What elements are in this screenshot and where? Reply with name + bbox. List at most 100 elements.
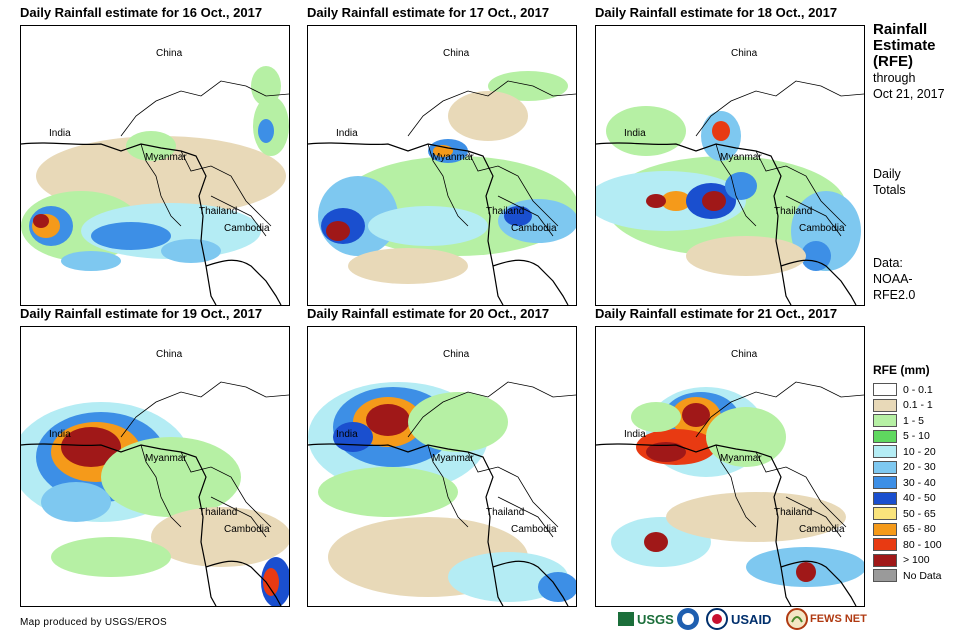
legend-label: 30 - 40 (903, 476, 936, 489)
place-label-myanmar: Myanmar (145, 152, 187, 163)
rainfall-area (686, 236, 806, 276)
rainfall-map: China India Myanmar Thailand Cambodia (595, 326, 865, 607)
place-label-india: India (49, 128, 71, 139)
rainfall-area (408, 392, 508, 452)
country-border (427, 444, 469, 528)
heading-line-3: (RFE) (873, 53, 913, 70)
country-border (755, 451, 847, 528)
coastline (205, 259, 282, 305)
legend-label: 1 - 5 (903, 414, 925, 427)
legend-swatch (873, 445, 897, 459)
place-label-china: China (156, 349, 183, 360)
noaa-logo (676, 606, 700, 632)
coastline (780, 259, 857, 305)
rainfall-area (646, 194, 666, 208)
legend-swatch (873, 460, 897, 474)
panel-title: Daily Rainfall estimate for 16 Oct., 201… (20, 5, 263, 20)
place-label-cambodia: Cambodia (799, 524, 845, 535)
coastline (21, 142, 217, 305)
country-border (407, 381, 576, 438)
legend-label: 20 - 30 (903, 461, 936, 474)
fewsnet-logo: FEWS NET (786, 606, 867, 632)
place-label-thailand: Thailand (774, 507, 813, 518)
map-canvas (308, 381, 576, 606)
coastline (308, 443, 504, 606)
country-border (210, 195, 267, 237)
place-label-cambodia: Cambodia (799, 223, 845, 234)
legend-swatch (873, 414, 897, 428)
noaa-icon (677, 608, 699, 630)
usaid-logo-text: USAID (731, 611, 772, 627)
legend-label: 65 - 80 (903, 523, 936, 536)
data-source: Data: NOAA- RFE2.0 (873, 255, 915, 303)
country-border (180, 451, 272, 528)
place-label-thailand: Thailand (486, 507, 525, 518)
data-label: Data: (873, 256, 903, 270)
panel-title: Daily Rainfall estimate for 18 Oct., 201… (595, 5, 838, 20)
country-border (407, 80, 576, 137)
country-border (497, 496, 554, 538)
place-label-india: India (336, 128, 358, 139)
place-label-myanmar: Myanmar (720, 152, 762, 163)
country-border (120, 80, 289, 137)
place-label-china: China (731, 349, 758, 360)
rainfall-area (725, 172, 757, 200)
coastline (21, 443, 217, 606)
rainfall-area (51, 537, 171, 577)
coastline (205, 560, 282, 606)
rainfall-area (448, 552, 568, 602)
rainfall-map: China India Myanmar Thailand Cambodia (20, 326, 290, 607)
legend-item: 30 - 40 (873, 475, 942, 491)
place-label-india: India (336, 429, 358, 440)
panel-title: Daily Rainfall estimate for 19 Oct., 201… (20, 306, 263, 321)
rainfall-map: China India Myanmar Thailand Cambodia (307, 326, 577, 607)
legend-item: 1 - 5 (873, 413, 942, 429)
rainfall-area (348, 248, 468, 284)
rainfall-area (712, 121, 730, 141)
country-border (715, 444, 757, 528)
rainfall-area (318, 467, 458, 517)
country-border (785, 496, 842, 538)
legend-swatch (873, 383, 897, 397)
country-border (467, 150, 559, 227)
legend-item: 0.1 - 1 (873, 398, 942, 414)
rainfall-area (631, 402, 681, 432)
legend-item: > 100 (873, 553, 942, 569)
rainfall-map: China India Myanmar Thailand Cambodia (307, 25, 577, 306)
rainfall-area (702, 191, 726, 211)
legend-item: 65 - 80 (873, 522, 942, 538)
place-label-myanmar: Myanmar (432, 152, 474, 163)
legend-item: 50 - 65 (873, 506, 942, 522)
legend-swatch (873, 398, 897, 412)
legend-swatch (873, 429, 897, 443)
place-label-cambodia: Cambodia (511, 223, 557, 234)
rainfall-map: China India Myanmar Thailand Cambodia (20, 25, 290, 306)
rainfall-area (801, 241, 831, 271)
rainfall-area (606, 106, 686, 156)
fewsnet-icon (786, 608, 808, 630)
rainfall-area (368, 206, 488, 246)
country-border (120, 381, 289, 438)
rainfall-area (33, 214, 49, 228)
through-text: through (873, 71, 916, 85)
legend: 0 - 0.1 0.1 - 1 1 - 5 5 - 10 10 - 20 20 - 30 3… (873, 382, 942, 584)
coastline (780, 560, 857, 606)
place-label-china: China (443, 349, 470, 360)
place-label-china: China (443, 48, 470, 59)
place-label-thailand: Thailand (199, 206, 238, 217)
legend-label: 0 - 0.1 (903, 383, 933, 396)
heading-line-1: Rainfall (873, 21, 928, 38)
country-border (755, 150, 847, 227)
legend-label: 80 - 100 (903, 538, 942, 551)
place-label-myanmar: Myanmar (432, 453, 474, 464)
coastline (596, 443, 792, 606)
place-label-cambodia: Cambodia (224, 524, 270, 535)
place-label-myanmar: Myanmar (145, 453, 187, 464)
rainfall-area (644, 532, 668, 552)
place-label-india: India (624, 429, 646, 440)
legend-label: 5 - 10 (903, 430, 930, 443)
rainfall-area (91, 222, 171, 250)
legend-label: 40 - 50 (903, 492, 936, 505)
rainfall-area (161, 239, 221, 263)
rainfall-area (326, 221, 350, 241)
